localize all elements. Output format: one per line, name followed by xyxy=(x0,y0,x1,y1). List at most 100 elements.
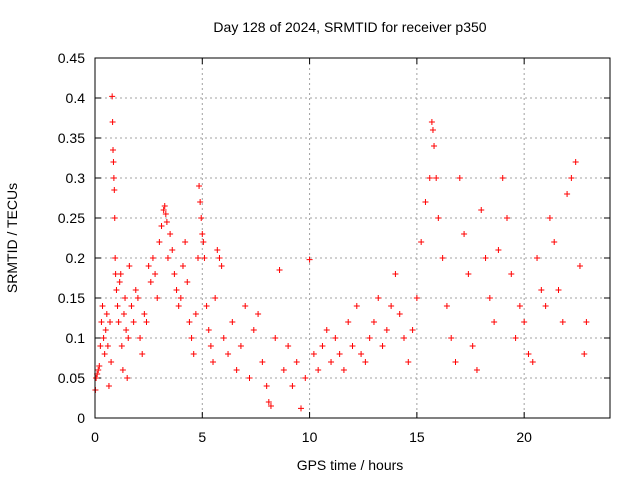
data-point xyxy=(443,303,450,309)
data-point xyxy=(192,311,199,317)
plot-frame xyxy=(94,57,611,419)
x-axis-label: GPS time / hours xyxy=(297,457,404,473)
data-point xyxy=(428,119,435,125)
data-point xyxy=(195,255,201,261)
data-point xyxy=(285,343,292,349)
data-point xyxy=(117,271,124,277)
data-point xyxy=(173,287,180,293)
data-point xyxy=(293,359,300,365)
y-tick-label: 0.05 xyxy=(58,370,85,386)
data-point xyxy=(171,271,178,277)
data-point xyxy=(255,311,262,317)
data-point xyxy=(203,303,210,309)
data-point xyxy=(125,335,132,341)
data-point xyxy=(233,367,240,373)
x-tick-label: 20 xyxy=(516,429,532,445)
data-point xyxy=(97,343,104,349)
data-point xyxy=(137,335,144,341)
data-point xyxy=(276,267,283,273)
data-point xyxy=(499,175,506,181)
x-tick-label: 0 xyxy=(91,429,99,445)
data-point xyxy=(375,295,382,301)
data-point xyxy=(145,263,152,269)
data-point xyxy=(163,219,170,225)
data-point xyxy=(149,255,156,261)
data-point xyxy=(198,215,205,221)
data-point xyxy=(392,271,399,277)
data-point xyxy=(452,359,459,365)
data-point xyxy=(504,215,510,221)
data-point xyxy=(564,191,571,197)
data-point xyxy=(179,263,186,269)
data-point xyxy=(418,239,425,245)
data-point xyxy=(265,399,272,405)
data-point xyxy=(302,375,309,381)
data-point xyxy=(110,159,117,165)
data-point xyxy=(581,351,588,357)
data-point xyxy=(156,239,163,245)
y-tick-label: 0.45 xyxy=(58,50,85,66)
data-point xyxy=(396,311,403,317)
data-point xyxy=(401,335,407,341)
data-point xyxy=(190,351,197,357)
data-point xyxy=(164,255,171,261)
data-point xyxy=(366,335,373,341)
data-point xyxy=(109,119,116,125)
data-point xyxy=(409,327,416,333)
data-point xyxy=(495,247,502,253)
data-point xyxy=(112,255,119,261)
data-point xyxy=(516,303,523,309)
data-point xyxy=(315,367,322,373)
data-point xyxy=(160,207,167,213)
y-tick-label: 0.25 xyxy=(58,210,85,226)
data-point xyxy=(130,319,137,325)
y-tick-label: 0 xyxy=(77,410,85,426)
data-point xyxy=(534,255,541,261)
data-point xyxy=(473,367,480,373)
data-point xyxy=(555,287,562,293)
data-point xyxy=(113,287,120,293)
data-points xyxy=(92,93,590,412)
data-point xyxy=(109,93,116,100)
data-point xyxy=(512,335,519,341)
data-point xyxy=(508,271,515,277)
data-point xyxy=(572,159,579,165)
data-point xyxy=(111,215,118,221)
data-point xyxy=(529,359,536,365)
data-point xyxy=(298,405,304,412)
data-point xyxy=(162,211,169,217)
data-point xyxy=(280,367,287,373)
data-point xyxy=(263,383,270,389)
data-point xyxy=(98,319,105,325)
data-point xyxy=(542,303,549,309)
data-point xyxy=(456,175,463,181)
data-point xyxy=(353,303,360,309)
data-point xyxy=(465,271,472,277)
y-axis-label: SRMTID / TECUs xyxy=(4,183,20,293)
data-point xyxy=(119,367,126,373)
data-point xyxy=(237,343,244,349)
data-point xyxy=(461,231,468,237)
chart-title: Day 128 of 2024, SRMTID for receiver p35… xyxy=(213,19,486,35)
data-point xyxy=(413,295,420,301)
data-point xyxy=(99,303,106,309)
data-point xyxy=(388,303,395,309)
data-point xyxy=(169,247,176,253)
data-point xyxy=(147,279,154,285)
data-point xyxy=(186,319,193,325)
data-point xyxy=(340,367,347,373)
data-point xyxy=(379,343,386,349)
data-point xyxy=(559,319,566,325)
data-point xyxy=(126,263,133,269)
data-point xyxy=(218,263,225,269)
data-point xyxy=(214,247,221,253)
data-point xyxy=(246,375,253,381)
data-point xyxy=(93,375,100,381)
data-point xyxy=(306,256,313,263)
data-point xyxy=(116,279,123,285)
data-point xyxy=(319,343,326,349)
data-point xyxy=(104,343,111,349)
data-point xyxy=(469,343,476,349)
data-point xyxy=(103,311,110,317)
